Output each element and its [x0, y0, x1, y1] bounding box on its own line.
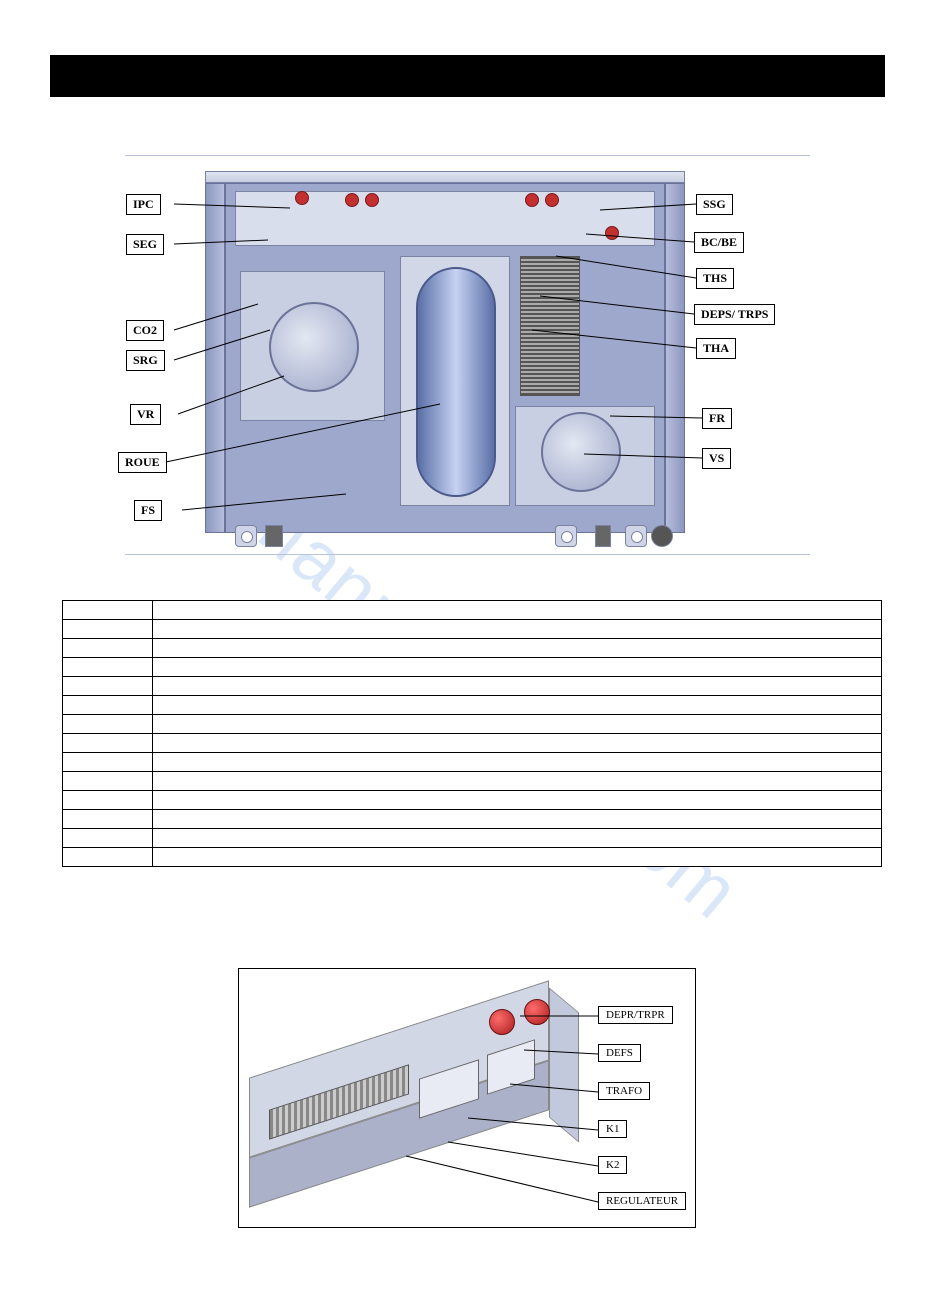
label-tha: THA [696, 338, 736, 359]
table-row [63, 658, 882, 677]
table-cell-desc [153, 829, 882, 848]
label-seg: SEG [126, 234, 164, 255]
table-cell-desc [153, 677, 882, 696]
label-ths: THS [696, 268, 734, 289]
table-cell-desc [153, 772, 882, 791]
table-row [63, 829, 882, 848]
table-row [63, 734, 882, 753]
table-cell-code [63, 620, 153, 639]
unit-drawing [205, 171, 685, 541]
table-row [63, 753, 882, 772]
table-cell-desc [153, 658, 882, 677]
label-vr: VR [130, 404, 161, 425]
table-cell-desc [153, 715, 882, 734]
table-row [63, 848, 882, 867]
table-cell-code [63, 677, 153, 696]
table-cell-code [63, 753, 153, 772]
label-roue: ROUE [118, 452, 167, 473]
label-bcbe: BC/BE [694, 232, 744, 253]
label-fr: FR [702, 408, 732, 429]
label-depr: DEPR/TRPR [598, 1006, 673, 1024]
label-trafo: TRAFO [598, 1082, 650, 1100]
table-cell-code [63, 810, 153, 829]
table-cell-code [63, 639, 153, 658]
label-k1: K1 [598, 1120, 627, 1138]
label-ssg: SSG [696, 194, 733, 215]
table-cell-code [63, 848, 153, 867]
table-cell-desc [153, 696, 882, 715]
label-vs: VS [702, 448, 731, 469]
table-cell-desc [153, 639, 882, 658]
table-cell-code [63, 658, 153, 677]
table-row [63, 601, 882, 620]
table-cell-code [63, 715, 153, 734]
table-row [63, 772, 882, 791]
table-cell-desc [153, 848, 882, 867]
table-cell-desc [153, 791, 882, 810]
label-defs: DEFS [598, 1044, 641, 1062]
table-cell-code [63, 601, 153, 620]
table-cell-desc [153, 620, 882, 639]
label-ipc: IPC [126, 194, 161, 215]
table-row [63, 696, 882, 715]
definitions-table [62, 600, 882, 867]
table-row [63, 810, 882, 829]
table-cell-desc [153, 753, 882, 772]
table-row [63, 639, 882, 658]
label-k2: K2 [598, 1156, 627, 1174]
table-row [63, 715, 882, 734]
table-row [63, 791, 882, 810]
table-cell-code [63, 829, 153, 848]
header-black-bar [50, 55, 885, 97]
table-cell-code [63, 734, 153, 753]
table-row [63, 677, 882, 696]
label-reg: REGULATEUR [598, 1192, 686, 1210]
table-row [63, 620, 882, 639]
control-box-drawing [249, 979, 579, 1219]
label-deps: DEPS/ TRPS [694, 304, 775, 325]
table-cell-code [63, 772, 153, 791]
label-fs: FS [134, 500, 162, 521]
label-co2: CO2 [126, 320, 164, 341]
table-cell-code [63, 791, 153, 810]
table-cell-code [63, 696, 153, 715]
table-cell-desc [153, 810, 882, 829]
label-srg: SRG [126, 350, 165, 371]
table-cell-desc [153, 734, 882, 753]
table-cell-desc [153, 601, 882, 620]
